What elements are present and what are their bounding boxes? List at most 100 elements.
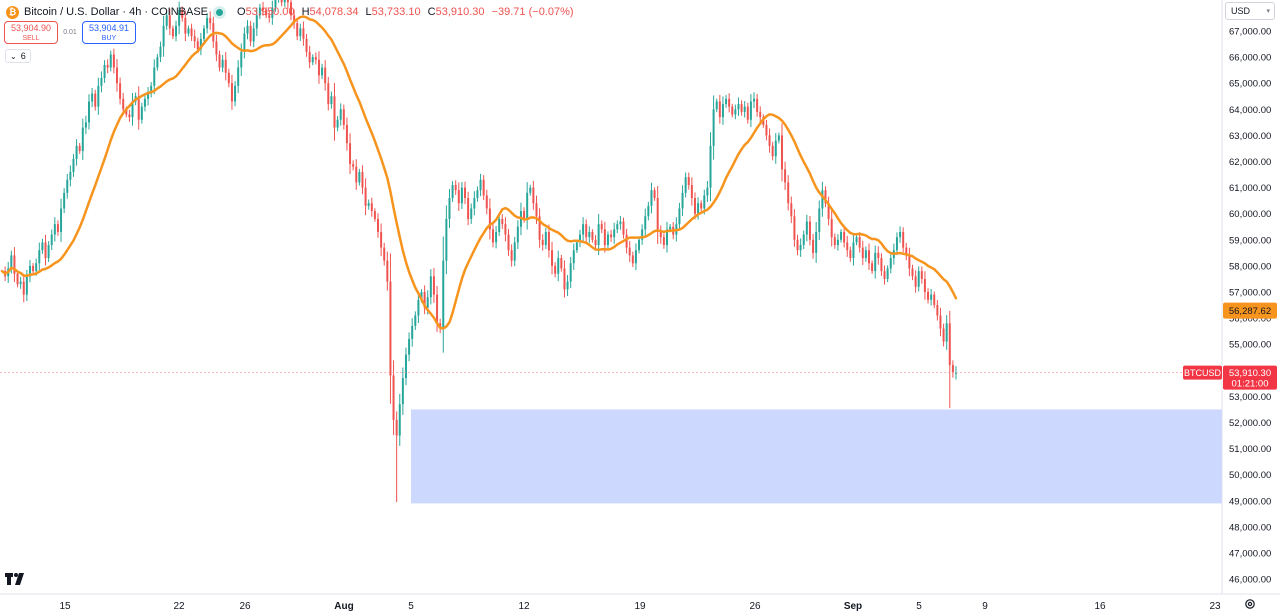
candle-body <box>846 242 849 251</box>
candle-body <box>669 226 672 230</box>
chevron-down-icon: ▾ <box>1266 8 1270 15</box>
candle-body <box>529 187 532 193</box>
candle-body <box>939 315 942 329</box>
candle-body <box>209 17 212 24</box>
candle-body <box>746 106 749 120</box>
candle-body <box>849 250 852 259</box>
candle-body <box>221 59 224 68</box>
candle-body <box>784 169 787 183</box>
symbol-title[interactable]: Bitcoin / U.S. Dollar · 4h · COINBASE <box>24 6 208 18</box>
candle-body <box>386 260 389 282</box>
candle-body <box>656 198 659 232</box>
candle-body <box>345 124 348 144</box>
candle-body <box>575 242 578 251</box>
candle-body <box>32 265 35 272</box>
candle-body <box>464 187 467 199</box>
candle-body <box>364 187 367 206</box>
candle-body <box>728 98 731 107</box>
candle-body <box>666 229 669 246</box>
candle-body <box>510 250 513 261</box>
candle-body <box>709 145 712 188</box>
indicators-toggle-button[interactable]: ⌄ 6 <box>5 49 31 63</box>
candle-body <box>16 273 19 285</box>
candle-body <box>706 187 709 196</box>
candle-body <box>408 338 411 355</box>
candle-body <box>616 224 619 230</box>
candle-body <box>377 218 380 232</box>
candle-body <box>482 179 485 196</box>
tradingview-logo-icon[interactable] <box>5 572 27 586</box>
candle-body <box>109 54 112 68</box>
candle-body <box>178 10 181 26</box>
candle-body <box>836 239 839 246</box>
candle-body <box>507 234 510 251</box>
buy-button[interactable]: 53,904.91 BUY <box>82 21 136 44</box>
currency-select[interactable]: USD ▾ <box>1225 2 1275 20</box>
candle-body <box>554 265 557 274</box>
candle-body <box>867 250 870 264</box>
price-tick-label: 59,000.00 <box>1229 235 1271 246</box>
candle-body <box>165 15 168 26</box>
candle-body <box>488 208 491 230</box>
candle-body <box>125 109 128 115</box>
candle-body <box>373 211 376 219</box>
candle-body <box>827 203 830 219</box>
candle-body <box>19 281 22 285</box>
candle-body <box>355 166 358 183</box>
candle-body <box>299 28 302 37</box>
candle-body <box>305 38 308 52</box>
candle-body <box>181 10 184 18</box>
candle-body <box>805 221 808 235</box>
candle-body <box>697 203 700 214</box>
moving-average-line <box>0 15 958 330</box>
candle-body <box>516 226 519 243</box>
candle-body <box>684 177 687 193</box>
candle-body <box>361 171 364 188</box>
candle-body <box>883 271 886 279</box>
price-tick-label: 57,000.00 <box>1229 288 1271 299</box>
demand-zone <box>411 409 1222 504</box>
time-tick-label: 15 <box>59 601 71 612</box>
candle-body <box>442 260 445 329</box>
candle-body <box>122 98 125 110</box>
candle-body <box>815 231 818 253</box>
candle-body <box>753 98 756 102</box>
time-tick-label: 26 <box>239 601 251 612</box>
sell-button[interactable]: 53,904.90 SELL <box>4 21 58 44</box>
candle-body <box>159 46 162 58</box>
price-tick-label: 50,000.00 <box>1229 470 1271 481</box>
candle-body <box>467 198 470 219</box>
candle-body <box>613 229 616 238</box>
candle-body <box>196 41 199 50</box>
candle-body <box>566 281 569 290</box>
candle-body <box>255 15 258 29</box>
time-tick-label: 22 <box>173 601 185 612</box>
candle-body <box>367 203 370 206</box>
candle-body <box>718 101 721 118</box>
candle-body <box>771 145 774 157</box>
candle-body <box>215 41 218 55</box>
price-tick-label: 67,000.00 <box>1229 27 1271 38</box>
candle-body <box>10 255 13 269</box>
candle-body <box>327 83 330 105</box>
candle-body <box>401 378 404 405</box>
candle-body <box>25 276 28 295</box>
candle-body <box>44 242 47 259</box>
candle-body <box>585 224 588 238</box>
candle-body <box>352 164 355 167</box>
candle-body <box>880 258 883 272</box>
time-tick-label: 19 <box>634 601 646 612</box>
candle-body <box>60 208 63 232</box>
candle-body <box>265 10 268 16</box>
candle-body <box>942 328 945 342</box>
candle-body <box>184 17 187 34</box>
candle-body <box>436 294 439 324</box>
candle-body <box>560 258 563 269</box>
candle-body <box>628 247 631 256</box>
candle-body <box>513 242 516 261</box>
candle-body <box>945 323 948 342</box>
candle-body <box>678 208 681 225</box>
symbol-tag-bg <box>1183 365 1222 380</box>
gear-icon[interactable] <box>1244 598 1256 610</box>
